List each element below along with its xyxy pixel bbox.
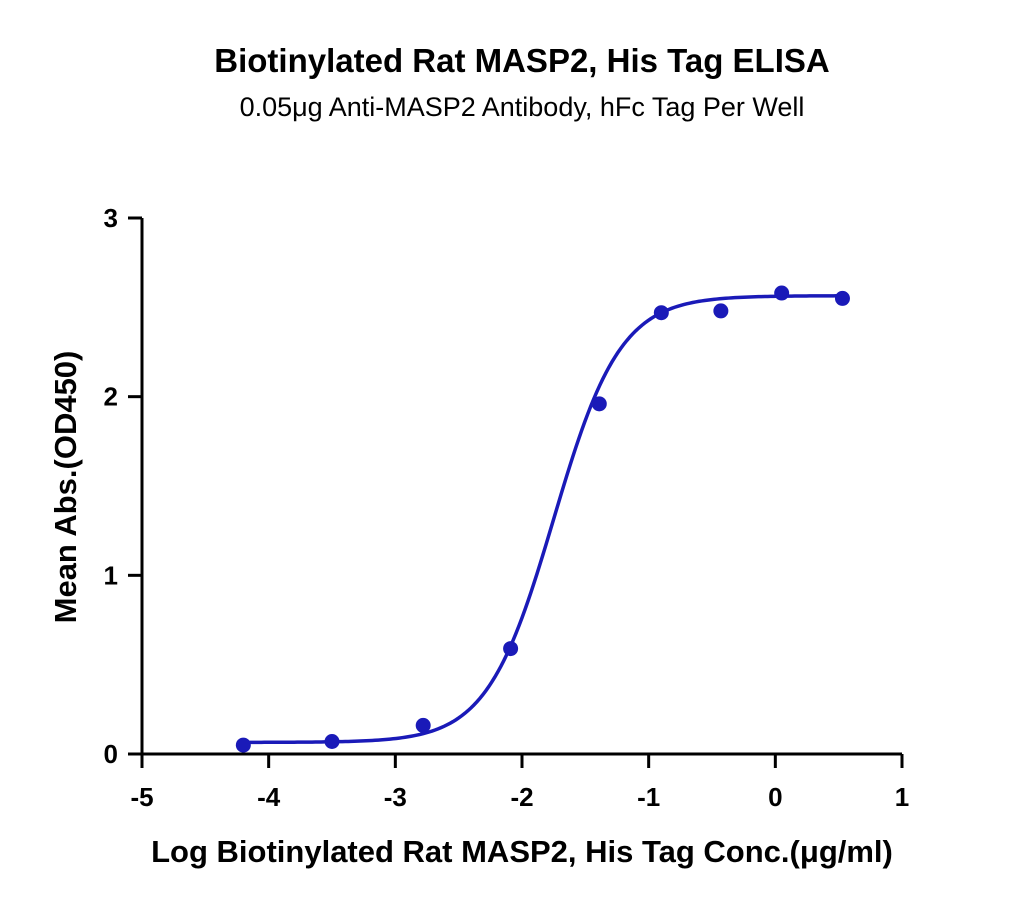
data-point (324, 733, 340, 749)
x-tick-label: -5 (130, 782, 153, 812)
y-axis-label: Mean Abs.(OD450) (48, 351, 83, 624)
fit-curve (243, 294, 843, 745)
data-point (415, 717, 431, 733)
x-tick-label: -1 (637, 782, 660, 812)
y-tick-label: 1 (104, 560, 118, 590)
data-point (591, 396, 607, 412)
x-tick-label: 1 (895, 782, 909, 812)
x-tick-label: -3 (384, 782, 407, 812)
axes: -5 -4 -3 -2 -1 0 1 0 1 2 3 (104, 203, 910, 812)
x-tick-label: -4 (257, 782, 281, 812)
x-tick-label: -2 (510, 782, 533, 812)
y-tick-label: 0 (104, 739, 118, 769)
data-point (653, 305, 669, 321)
chart-title: Biotinylated Rat MASP2, His Tag ELISA (214, 42, 829, 79)
x-tick-label: 0 (768, 782, 782, 812)
data-point (503, 641, 519, 657)
fit-curve-layer (243, 294, 843, 745)
data-point (713, 303, 729, 319)
data-point (834, 290, 850, 306)
data-points (235, 285, 850, 753)
data-point (774, 285, 790, 301)
y-tick-label: 2 (104, 382, 118, 412)
y-tick-label: 3 (104, 203, 118, 233)
x-axis-label: Log Biotinylated Rat MASP2, His Tag Conc… (151, 834, 893, 869)
data-point (235, 737, 251, 753)
chart-subtitle: 0.05μg Anti-MASP2 Antibody, hFc Tag Per … (240, 92, 805, 122)
